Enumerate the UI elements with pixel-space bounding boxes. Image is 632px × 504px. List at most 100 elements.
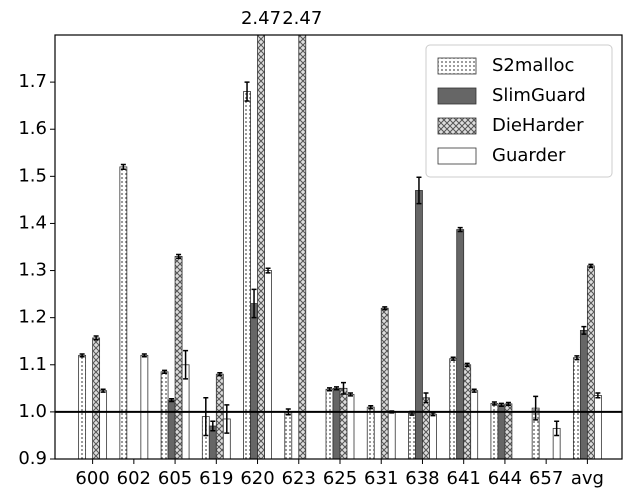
- bar: [140, 354, 149, 459]
- x-tick-label: 619: [199, 468, 233, 489]
- error-bar: [217, 372, 223, 377]
- bar: [572, 357, 581, 459]
- error-bar: [533, 395, 539, 421]
- error-bar: [457, 226, 463, 233]
- error-bar: [581, 325, 587, 335]
- bar: [167, 399, 176, 459]
- error-bar: [183, 349, 189, 380]
- y-tick-label: 0.9: [18, 448, 47, 469]
- bar: [387, 411, 396, 459]
- legend-swatch: [437, 57, 477, 75]
- error-bar: [327, 387, 332, 392]
- y-tick-label: 1.7: [18, 71, 47, 92]
- bar: [160, 371, 169, 459]
- error-bar: [162, 369, 168, 375]
- error-bar: [498, 402, 504, 407]
- error-bar: [341, 381, 346, 395]
- bar: [78, 354, 87, 459]
- bar: [586, 265, 595, 459]
- bar: [380, 307, 389, 459]
- bar: [422, 397, 430, 459]
- legend-box: [425, 44, 613, 178]
- bar: [215, 373, 224, 459]
- error-bar: [93, 335, 99, 341]
- bar: [119, 166, 128, 459]
- value-label: 2.47: [282, 8, 322, 29]
- error-bar: [423, 392, 429, 404]
- legend-label: SlimGuard: [492, 85, 586, 106]
- value-label: 2.47: [241, 8, 281, 29]
- bar: [429, 413, 437, 459]
- bar: [415, 190, 423, 459]
- error-bar: [491, 401, 497, 406]
- bar: [298, 35, 307, 459]
- error-bar: [595, 392, 601, 399]
- x-tick-label: 602: [117, 468, 151, 489]
- bar: [449, 358, 458, 459]
- y-tick-label: 1.2: [18, 307, 47, 328]
- legend-swatch: [437, 117, 477, 135]
- bar: [497, 404, 506, 459]
- error-bar: [450, 356, 456, 361]
- bar: [243, 91, 251, 459]
- error-bar: [588, 263, 594, 269]
- legend-label: Guarder: [492, 145, 566, 166]
- bar: [257, 35, 265, 459]
- error-bar: [224, 404, 230, 434]
- error-bar: [120, 163, 126, 171]
- error-bar: [79, 353, 85, 358]
- bar: [332, 387, 341, 459]
- error-bar: [176, 253, 182, 260]
- bar: [92, 337, 101, 459]
- x-tick-label: 657: [529, 468, 563, 489]
- error-bar: [141, 353, 147, 358]
- bar: [593, 394, 602, 459]
- error-bar: [251, 288, 257, 319]
- x-tick-label: 605: [158, 468, 192, 489]
- y-tick-label: 1.1: [18, 354, 47, 375]
- y-tick-label: 1.3: [18, 260, 47, 281]
- x-tick-label: 631: [364, 468, 398, 489]
- error-bar: [471, 388, 477, 393]
- bar: [284, 411, 293, 459]
- y-tick-label: 1.6: [18, 118, 47, 139]
- bar: [325, 388, 334, 459]
- bar: [339, 387, 348, 459]
- y-tick-label: 1.4: [18, 212, 47, 233]
- x-tick-label: 641: [447, 468, 481, 489]
- legend-swatch: [437, 87, 477, 105]
- x-tick-label: 600: [75, 468, 109, 489]
- error-bar: [574, 355, 580, 361]
- error-bar: [382, 306, 388, 311]
- x-tick-label: 620: [240, 468, 274, 489]
- error-bar: [554, 420, 560, 437]
- axes-frame: [54, 34, 623, 460]
- bar: [250, 303, 258, 459]
- error-bar: [244, 81, 250, 102]
- bar: [264, 270, 272, 459]
- x-tick-label: 638: [405, 468, 439, 489]
- bar: [579, 329, 588, 459]
- x-tick-label: 623: [282, 468, 316, 489]
- error-bar: [265, 267, 271, 274]
- x-tick-label: 644: [488, 468, 522, 489]
- error-bar: [210, 420, 216, 432]
- error-bar: [505, 401, 511, 407]
- legend-label: S2malloc: [492, 55, 574, 76]
- bar: [456, 229, 465, 459]
- bar: [366, 406, 375, 459]
- error-bar: [169, 397, 175, 403]
- bar: [470, 390, 479, 459]
- bar: [174, 256, 183, 459]
- error-bar: [416, 176, 422, 205]
- error-bar: [334, 386, 339, 391]
- legend-swatch: [437, 147, 477, 165]
- y-tick-label: 1.5: [18, 165, 47, 186]
- error-bar: [368, 405, 374, 410]
- bar: [99, 390, 108, 459]
- error-bar: [464, 362, 470, 367]
- error-bar: [100, 388, 106, 393]
- x-tick-label: 625: [323, 468, 357, 489]
- bar: [346, 394, 355, 459]
